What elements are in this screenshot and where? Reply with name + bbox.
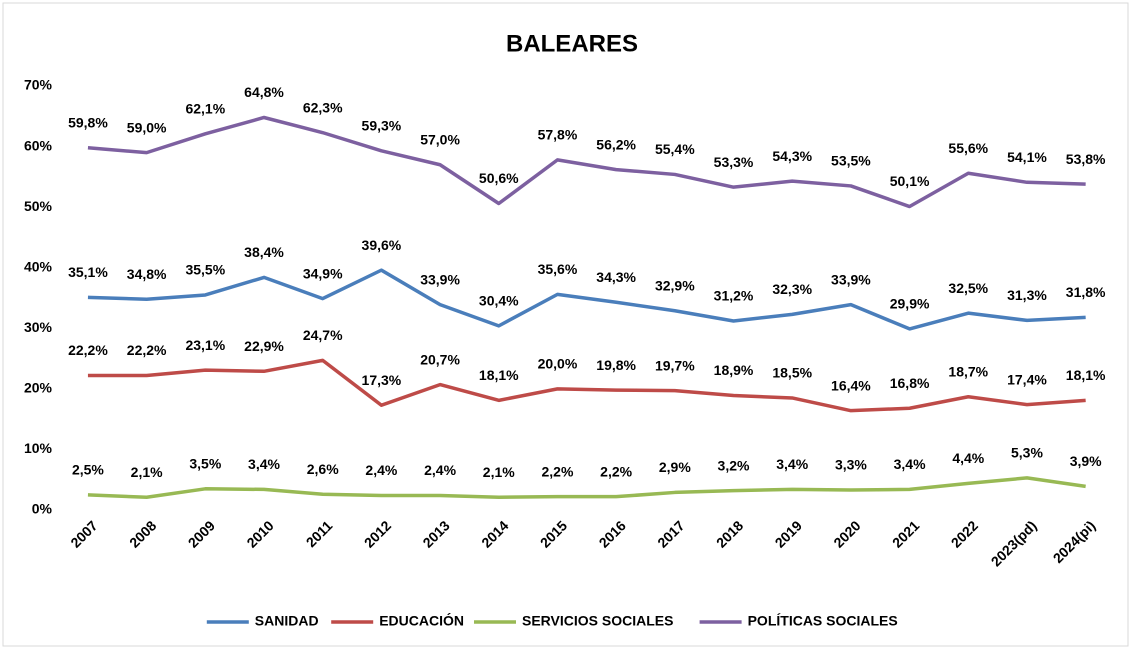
- data-label: 50,6%: [479, 170, 519, 186]
- data-label: 54,1%: [1007, 149, 1047, 165]
- data-label: 31,3%: [1007, 287, 1047, 303]
- data-label: 32,9%: [655, 277, 695, 293]
- data-label: 54,3%: [772, 148, 812, 164]
- data-label: 64,8%: [244, 84, 284, 100]
- data-label: 35,5%: [185, 262, 225, 278]
- data-label: 22,2%: [127, 342, 167, 358]
- data-label: 16,8%: [890, 375, 930, 391]
- data-label: 22,9%: [244, 338, 284, 354]
- data-label: 17,3%: [362, 372, 402, 388]
- data-label: 55,4%: [655, 141, 695, 157]
- y-tick-label: 20%: [24, 380, 53, 396]
- data-label: 59,8%: [68, 114, 108, 130]
- data-label: 3,4%: [894, 456, 926, 472]
- data-label: 2,6%: [307, 461, 339, 477]
- data-label: 33,9%: [420, 271, 460, 287]
- data-label: 18,9%: [714, 362, 754, 378]
- data-label: 57,0%: [420, 131, 460, 147]
- y-tick-label: 50%: [24, 198, 53, 214]
- data-label: 29,9%: [890, 296, 930, 312]
- data-label: 2,4%: [424, 462, 456, 478]
- y-tick-label: 10%: [24, 440, 53, 456]
- data-label: 35,1%: [68, 264, 108, 280]
- data-label: 39,6%: [362, 237, 402, 253]
- data-label: 32,5%: [948, 280, 988, 296]
- data-label: 2,2%: [541, 463, 573, 479]
- data-label: 20,7%: [420, 351, 460, 367]
- data-label: 2,1%: [131, 464, 163, 480]
- data-label: 53,5%: [831, 153, 871, 169]
- data-label: 31,8%: [1066, 284, 1106, 300]
- data-label: 18,7%: [948, 363, 988, 379]
- data-label: 32,3%: [772, 281, 812, 297]
- data-label: 3,4%: [248, 456, 280, 472]
- data-label: 18,1%: [479, 367, 519, 383]
- series-line: [87, 268, 1086, 331]
- data-label: 53,8%: [1066, 151, 1106, 167]
- data-label: 2,1%: [483, 464, 515, 480]
- data-label: 3,4%: [776, 456, 808, 472]
- y-tick-label: 70%: [24, 77, 53, 93]
- data-label: 34,8%: [127, 266, 167, 282]
- data-label: 34,3%: [596, 269, 636, 285]
- legend-label: POLÍTICAS SOCIALES: [748, 613, 898, 629]
- data-label: 55,6%: [948, 140, 988, 156]
- data-label: 59,3%: [362, 118, 402, 134]
- legend-label: SERVICIOS SOCIALES: [522, 613, 673, 629]
- data-label: 20,0%: [538, 356, 578, 372]
- y-tick-label: 60%: [24, 137, 53, 153]
- data-label: 3,5%: [189, 456, 221, 472]
- data-label: 57,8%: [538, 127, 578, 143]
- data-label: 2,4%: [365, 462, 397, 478]
- data-label: 18,1%: [1066, 367, 1106, 383]
- data-label: 56,2%: [596, 136, 636, 152]
- data-label: 22,2%: [68, 342, 108, 358]
- data-label: 33,9%: [831, 271, 871, 287]
- data-label: 5,3%: [1011, 445, 1043, 461]
- data-label: 62,3%: [303, 99, 343, 115]
- legend-label: SANIDAD: [255, 613, 319, 629]
- data-label: 3,3%: [835, 457, 867, 473]
- data-label: 19,8%: [596, 357, 636, 373]
- legend-label: EDUCACIÓN: [379, 612, 464, 629]
- data-label: 2,2%: [600, 463, 632, 479]
- data-label: 35,6%: [538, 261, 578, 277]
- y-tick-label: 30%: [24, 319, 53, 335]
- data-label: 18,5%: [772, 365, 812, 381]
- series-line: [87, 476, 1086, 500]
- data-label: 17,4%: [1007, 371, 1047, 387]
- data-label: 2,9%: [659, 459, 691, 475]
- data-label: 38,4%: [244, 244, 284, 260]
- data-label: 3,9%: [1070, 453, 1102, 469]
- data-label: 2,5%: [72, 462, 104, 478]
- data-label: 30,4%: [479, 293, 519, 309]
- data-label: 24,7%: [303, 327, 343, 343]
- data-label: 31,2%: [714, 288, 754, 304]
- data-label: 59,0%: [127, 119, 167, 135]
- data-label: 16,4%: [831, 377, 871, 393]
- data-label: 34,9%: [303, 265, 343, 281]
- y-tick-label: 40%: [24, 258, 53, 274]
- data-label: 23,1%: [185, 337, 225, 353]
- data-label: 50,1%: [890, 173, 930, 189]
- data-label: 4,4%: [952, 450, 984, 466]
- series-line: [87, 358, 1086, 413]
- data-label: 19,7%: [655, 357, 695, 373]
- data-label: 3,2%: [718, 457, 750, 473]
- data-label: 53,3%: [714, 154, 754, 170]
- y-tick-label: 0%: [32, 501, 53, 517]
- series-line: [87, 115, 1086, 209]
- chart-title: BALEARES: [506, 30, 638, 57]
- data-label: 62,1%: [185, 101, 225, 117]
